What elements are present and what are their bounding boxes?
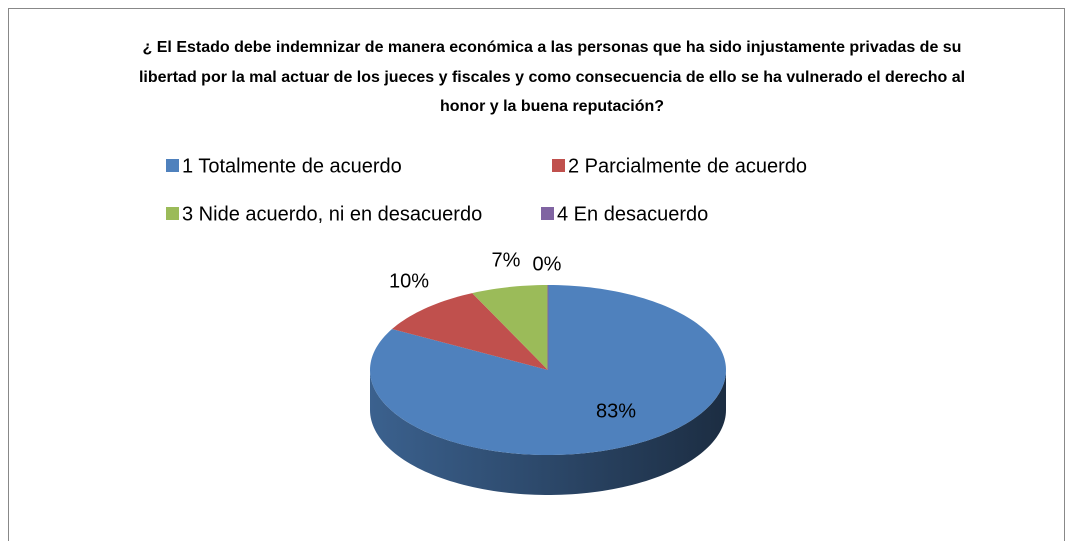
legend-swatch: [166, 207, 179, 220]
chart-title: ¿ El Estado debe indemnizar de manera ec…: [138, 39, 966, 115]
data-label: 7%: [492, 249, 521, 271]
legend-label: 1 Totalmente de acuerdo: [182, 155, 402, 177]
data-label: 0%: [533, 253, 562, 275]
legend-swatch: [166, 159, 179, 172]
legend-swatch: [541, 207, 554, 220]
slice: [392, 293, 548, 370]
slice-side: [370, 370, 726, 495]
slice: [472, 285, 548, 370]
chart-frame: [8, 8, 1065, 541]
legend-swatch: [552, 159, 565, 172]
legend-label: 2 Parcialmente de acuerdo: [568, 155, 807, 177]
data-label: 10%: [389, 270, 429, 292]
data-label: 83%: [596, 400, 636, 422]
legend-label: 4 En desacuerdo: [557, 203, 708, 225]
legend-label: 3 Nide acuerdo, ni en desacuerdo: [182, 203, 482, 225]
